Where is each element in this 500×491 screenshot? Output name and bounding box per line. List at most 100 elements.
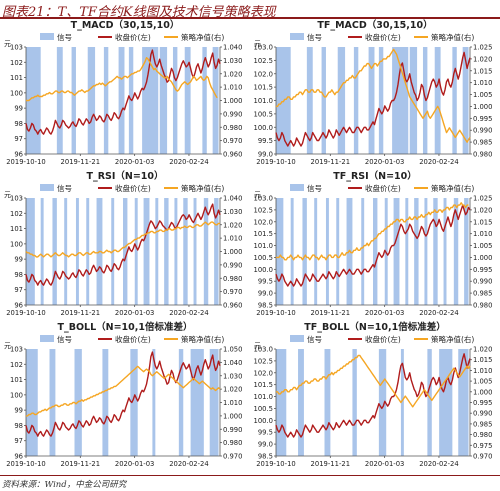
figure-title: 图表21：T、TF合约K线图及技术信号策略表现	[2, 5, 276, 20]
right-tick-label: 1.010	[223, 235, 242, 243]
signal-band	[123, 198, 128, 305]
signal-band	[405, 198, 409, 305]
signal-band	[392, 47, 409, 154]
signal-band	[314, 198, 318, 305]
left-axis-unit: 元	[254, 40, 261, 48]
signal-band	[26, 198, 35, 305]
right-tick-label: 0.995	[473, 266, 492, 274]
signal-band	[337, 47, 346, 154]
legend-signal-swatch	[40, 33, 54, 40]
left-tick-label: 98.5	[258, 302, 273, 310]
left-tick-label: 102.0	[254, 218, 273, 226]
signal-band	[164, 198, 169, 305]
x-tick-label: 2019-10-10	[256, 158, 296, 166]
right-tick-label: 1.000	[473, 388, 492, 396]
signal-band	[462, 47, 469, 154]
right-tick-label: 1.015	[473, 218, 492, 226]
signal-band	[393, 198, 400, 305]
signal-band	[378, 47, 384, 154]
signal-band	[40, 198, 44, 305]
left-tick-label: 102	[10, 361, 23, 369]
signal-band	[306, 47, 313, 154]
left-axis-unit: 元	[4, 40, 11, 48]
price-series-line	[275, 204, 471, 287]
left-tick-label: 100.0	[254, 124, 273, 132]
left-tick-label: 101.5	[254, 84, 273, 92]
left-tick-label: 102.0	[254, 369, 273, 377]
chart-title: T_BOLL（N=10,1倍标准差）	[57, 321, 192, 333]
signal-band	[368, 47, 375, 154]
legend-price-label: 收盘价(左)	[115, 183, 151, 193]
signal-band	[353, 47, 359, 154]
right-tick-label: 1.030	[223, 57, 242, 65]
signal-band	[118, 47, 125, 154]
x-tick-label: 2019-10-10	[6, 309, 46, 317]
left-tick-label: 98	[14, 422, 23, 430]
right-tick-label: 1.010	[473, 79, 492, 87]
legend-price-label: 收盘价(左)	[365, 183, 401, 193]
x-tick-label: 2019-11-21	[61, 460, 101, 468]
left-tick-label: 103	[10, 346, 23, 354]
x-tick-label: 2020-02-24	[169, 460, 209, 468]
left-tick-label: 98	[14, 120, 23, 128]
signal-band	[453, 198, 459, 305]
signal-band	[152, 349, 156, 456]
left-tick-label: 99.0	[258, 151, 273, 159]
signal-band	[86, 198, 90, 305]
chart-title: T_RSI（N=10）	[86, 170, 163, 182]
left-tick-label: 101	[10, 225, 23, 233]
left-tick-label: 100.5	[254, 254, 273, 262]
left-tick-label: 101	[10, 376, 23, 384]
right-tick-label: 0.970	[223, 137, 242, 145]
x-tick-label: 2020-02-24	[169, 158, 209, 166]
x-tick-label: 2019-11-21	[311, 309, 351, 317]
x-tick-label: 2019-10-10	[256, 309, 296, 317]
chart-panel: T_RSI（N=10） 信号 收盘价(左) 策略净值(右) 元 96 97 98 99 100 10…	[4, 170, 242, 317]
chart-legend: 信号 收盘价(左) 策略净值(右)	[40, 334, 224, 344]
legend-strategy-label: 策略净值(右)	[181, 183, 224, 193]
right-tick-label: 1.010	[223, 84, 242, 92]
signal-band	[142, 47, 159, 154]
left-tick-label: 100	[10, 391, 23, 399]
x-tick-label: 2020-02-24	[419, 460, 459, 468]
legend-signal-swatch	[40, 335, 54, 342]
left-tick-label: 102	[10, 59, 23, 67]
signal-band	[336, 198, 340, 305]
legend-price-label: 收盘价(左)	[365, 32, 401, 42]
chart-legend: 信号 收盘价(左) 策略净值(右)	[40, 32, 224, 42]
strategy-series-line	[276, 48, 471, 143]
right-tick-label: 0.980	[473, 302, 492, 310]
left-tick-label: 101.0	[254, 97, 273, 105]
right-tick-label: 0.975	[473, 442, 492, 450]
right-tick-label: 1.015	[473, 67, 492, 75]
right-tick-label: 0.990	[223, 110, 242, 118]
x-tick-label: 2019-10-10	[6, 460, 46, 468]
right-tick-label: 1.020	[473, 55, 492, 63]
chart-panel: T_MACD（30,15,10）信号 收盘价(左) 策略净值(右) 元 96 97 98 99…	[4, 19, 242, 166]
right-tick-label: 0.995	[473, 115, 492, 123]
right-tick-label: 1.040	[223, 44, 242, 52]
x-tick-label: 2020-01-03	[115, 309, 155, 317]
signal-band	[298, 349, 304, 456]
right-tick-label: 1.000	[473, 103, 492, 111]
signal-band	[172, 47, 178, 154]
signal-band	[102, 349, 109, 456]
right-tick-label: 1.030	[223, 208, 242, 216]
x-tick-label: 2019-11-21	[61, 309, 101, 317]
right-tick-label: 1.050	[223, 346, 242, 354]
price-series-line	[25, 203, 221, 286]
signal-band	[26, 349, 38, 456]
left-tick-label: 99.5	[258, 137, 273, 145]
chart-title: TF_MACD（30,15,10）	[317, 19, 432, 31]
signal-band	[209, 349, 219, 456]
left-tick-label: 101.0	[254, 242, 273, 250]
x-tick-label: 2020-02-24	[169, 309, 209, 317]
right-tick-label: 1.020	[223, 70, 242, 78]
left-tick-label: 100.0	[254, 417, 273, 425]
legend-signal-swatch	[40, 184, 54, 191]
price-series-line	[25, 49, 221, 135]
left-tick-label: 99.0	[258, 290, 273, 298]
legend-signal-swatch	[290, 33, 304, 40]
left-tick-label: 103.0	[254, 195, 273, 203]
